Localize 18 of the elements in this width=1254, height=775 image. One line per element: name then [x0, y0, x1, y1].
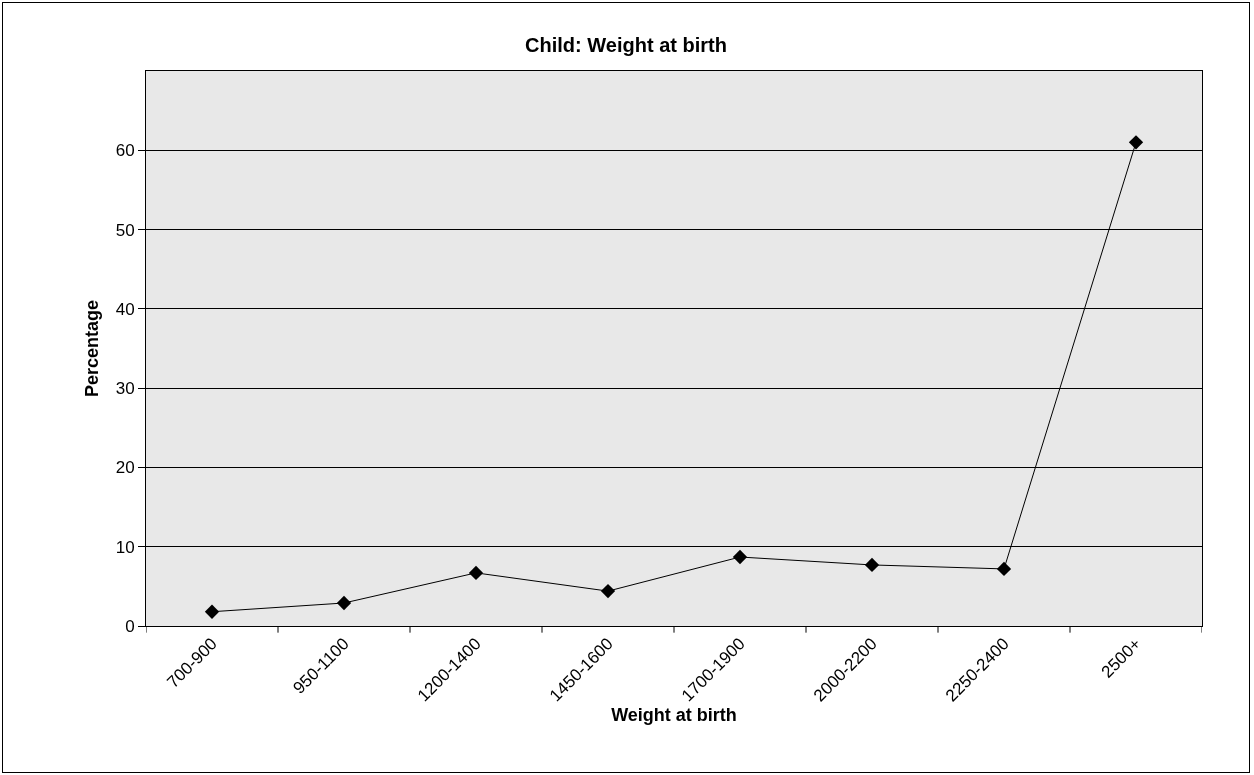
y-tick-label: 60: [115, 141, 135, 161]
y-tick-label: 50: [115, 220, 135, 240]
y-axis-title: Percentage: [81, 299, 102, 398]
point: [732, 549, 748, 565]
point: [468, 565, 484, 581]
point: [996, 561, 1012, 577]
y-tick-label: 10: [115, 537, 135, 557]
chart-title: Child: Weight at birth: [525, 33, 727, 56]
y-tick-label: 0: [125, 616, 135, 636]
point: [204, 604, 220, 619]
y-tick-label: 30: [115, 379, 135, 399]
point: [864, 557, 880, 573]
point: [1128, 135, 1144, 150]
point: [336, 595, 352, 611]
point: [600, 583, 616, 599]
y-tick-label: 40: [115, 299, 135, 319]
y-tick-label: 20: [115, 458, 135, 478]
x-axis-title: Weight at birth: [611, 705, 737, 726]
